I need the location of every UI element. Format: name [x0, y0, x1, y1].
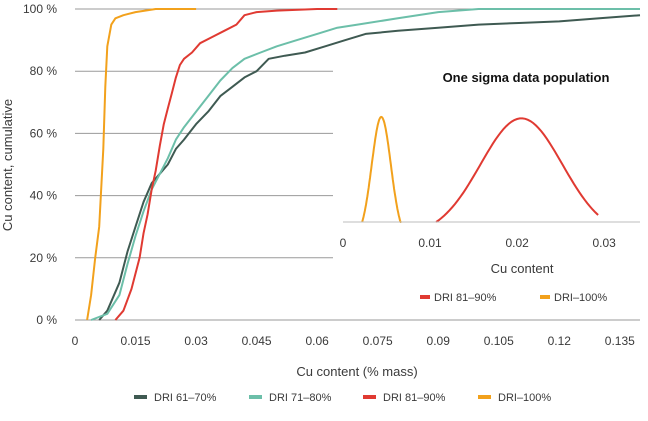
- main-x-tick-label: 0.075: [363, 334, 393, 348]
- inset-x-tick-labels: 0 0.01 0.02 0.03: [340, 236, 617, 250]
- inset-legend-swatch-dri-81-90: [420, 295, 430, 299]
- main-x-tick-label: 0: [72, 334, 79, 348]
- main-x-tick-label: 0.135: [605, 334, 635, 348]
- main-x-tick-label: 0.015: [121, 334, 151, 348]
- main-legend: DRI 61–70% DRI 71–80% DRI 81–90% DRI–100%: [134, 392, 551, 404]
- main-y-tick-label: 20 %: [30, 251, 58, 265]
- main-x-tick-label: 0.12: [548, 334, 572, 348]
- legend-swatch-dri-100: [478, 395, 491, 399]
- legend-label-dri-100: DRI–100%: [498, 392, 551, 404]
- legend-label-dri-71-80: DRI 71–80%: [269, 392, 332, 404]
- inset-legend: DRI 81–90% DRI–100%: [420, 292, 607, 304]
- series-line-dri-100: [86, 8, 197, 321]
- main-x-tick-label: 0.045: [242, 334, 272, 348]
- main-x-tick-label: 0.03: [184, 334, 208, 348]
- inset-title: One sigma data population: [443, 70, 610, 85]
- main-y-tick-label: 80 %: [30, 64, 58, 78]
- inset-x-tick-label: 0.02: [505, 236, 529, 250]
- inset-curve-dri-81-90: [435, 117, 599, 223]
- inset-legend-label-dri-100: DRI–100%: [554, 292, 607, 304]
- main-y-tick-label: 100 %: [23, 2, 57, 16]
- legend-label-dri-61-70: DRI 61–70%: [154, 392, 217, 404]
- legend-label-dri-81-90: DRI 81–90%: [383, 392, 446, 404]
- main-x-tick-label: 0.09: [427, 334, 451, 348]
- main-x-axis-title: Cu content (% mass): [296, 364, 417, 379]
- inset-x-tick-label: 0: [340, 236, 347, 250]
- inset-x-tick-label: 0.01: [418, 236, 442, 250]
- inset-x-tick-label: 0.03: [592, 236, 616, 250]
- legend-swatch-dri-61-70: [134, 395, 147, 399]
- main-x-tick-labels: 0 0.015 0.03 0.045 0.06 0.075 0.09 0.105 0.12 0.1…: [72, 334, 636, 348]
- inset-series-curves: [361, 115, 599, 223]
- main-x-tick-label: 0.06: [305, 334, 329, 348]
- main-x-tick-label: 0.105: [484, 334, 514, 348]
- main-y-tick-label: 40 %: [30, 189, 58, 203]
- main-y-tick-label: 0 %: [36, 313, 57, 327]
- inset-x-axis-title: Cu content: [491, 261, 554, 276]
- legend-swatch-dri-71-80: [249, 395, 262, 399]
- main-y-tick-label: 60 %: [30, 126, 58, 140]
- inset-curve-dri-100: [361, 115, 402, 223]
- main-y-axis-title: Cu content, cumulative: [0, 99, 15, 231]
- legend-swatch-dri-81-90: [363, 395, 376, 399]
- series-line-dri-71-80: [90, 8, 640, 321]
- main-series-lines: [86, 8, 641, 321]
- main-y-tick-labels: 0 % 20 % 40 % 60 % 80 % 100 %: [23, 2, 57, 327]
- inset-legend-label-dri-81-90: DRI 81–90%: [434, 292, 497, 304]
- inset-background: [333, 60, 643, 307]
- series-line-dri-61-70: [98, 14, 641, 321]
- inset-legend-swatch-dri-100: [540, 295, 550, 299]
- inset-chart: One sigma data population 0 0.01 0.02 0.03 …: [333, 60, 643, 307]
- series-line-dri-81-90: [114, 8, 338, 321]
